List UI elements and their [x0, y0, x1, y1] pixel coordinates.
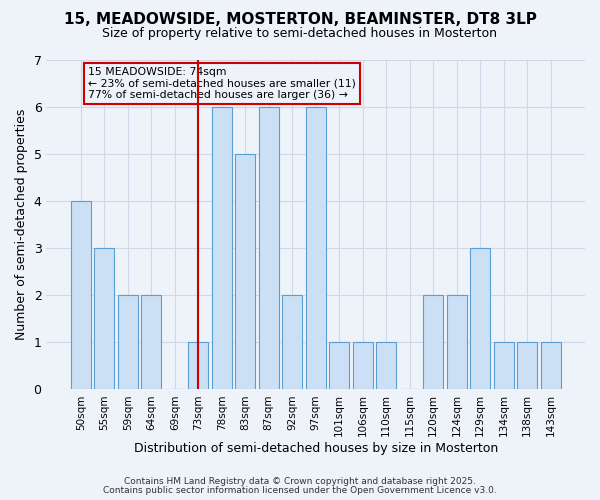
- Bar: [470, 248, 490, 390]
- Bar: [329, 342, 349, 390]
- Bar: [118, 296, 138, 390]
- Y-axis label: Number of semi-detached properties: Number of semi-detached properties: [15, 109, 28, 340]
- Bar: [306, 107, 326, 390]
- Bar: [94, 248, 115, 390]
- Text: Contains public sector information licensed under the Open Government Licence v3: Contains public sector information licen…: [103, 486, 497, 495]
- Bar: [259, 107, 279, 390]
- Bar: [446, 296, 467, 390]
- Bar: [282, 296, 302, 390]
- Bar: [142, 296, 161, 390]
- Bar: [541, 342, 560, 390]
- Bar: [212, 107, 232, 390]
- Bar: [235, 154, 255, 390]
- Bar: [353, 342, 373, 390]
- Bar: [71, 201, 91, 390]
- Text: 15 MEADOWSIDE: 74sqm
← 23% of semi-detached houses are smaller (11)
77% of semi-: 15 MEADOWSIDE: 74sqm ← 23% of semi-detac…: [88, 67, 356, 100]
- X-axis label: Distribution of semi-detached houses by size in Mosterton: Distribution of semi-detached houses by …: [134, 442, 498, 455]
- Text: Size of property relative to semi-detached houses in Mosterton: Size of property relative to semi-detach…: [103, 28, 497, 40]
- Text: 15, MEADOWSIDE, MOSTERTON, BEAMINSTER, DT8 3LP: 15, MEADOWSIDE, MOSTERTON, BEAMINSTER, D…: [64, 12, 536, 28]
- Bar: [494, 342, 514, 390]
- Bar: [188, 342, 208, 390]
- Bar: [376, 342, 396, 390]
- Bar: [517, 342, 537, 390]
- Bar: [423, 296, 443, 390]
- Text: Contains HM Land Registry data © Crown copyright and database right 2025.: Contains HM Land Registry data © Crown c…: [124, 477, 476, 486]
